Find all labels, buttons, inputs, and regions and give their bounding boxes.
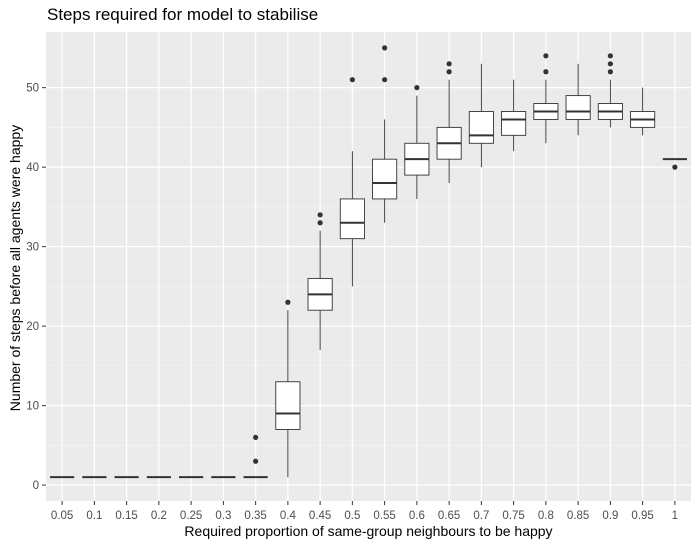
outlier-point [414, 85, 420, 91]
box [339, 198, 365, 240]
outlier-point [349, 77, 355, 83]
outlier-point [317, 220, 323, 226]
y-tick-label: 0 [33, 480, 39, 492]
outlier-point [543, 69, 549, 75]
x-tick-label: 0.95 [631, 510, 653, 522]
y-tick-label: 50 [26, 83, 39, 95]
outlier-point [446, 61, 452, 67]
x-tick-label: 0.55 [373, 510, 395, 522]
x-tick-label: 0.4 [280, 510, 297, 522]
x-tick-label: 0.2 [151, 510, 167, 522]
y-tick-label: 30 [26, 242, 39, 254]
x-tick-label: 0.6 [409, 510, 425, 522]
plot-panel [46, 32, 691, 501]
outlier-point [317, 212, 323, 218]
x-tick-label: 0.45 [309, 510, 331, 522]
x-tick-label: 0.7 [473, 510, 489, 522]
outlier-point [672, 164, 678, 170]
outlier-point [285, 299, 291, 305]
x-tick-label: 0.5 [344, 510, 360, 522]
x-tick-label: 0.65 [438, 510, 460, 522]
box [501, 111, 527, 136]
x-tick-label: 0.1 [86, 510, 102, 522]
x-tick-label: 0.85 [567, 510, 589, 522]
outlier-point [446, 69, 452, 75]
x-tick-label: 0.15 [115, 510, 137, 522]
x-tick-label: 0.8 [538, 510, 554, 522]
x-tick-label: 0.05 [51, 510, 73, 522]
x-tick-label: 0.35 [244, 510, 266, 522]
box [372, 158, 398, 200]
box [468, 111, 494, 144]
outlier-point [607, 69, 613, 75]
x-axis-title: Required proportion of same-group neighb… [184, 523, 553, 539]
x-tick-label: 1 [672, 510, 678, 522]
outlier-point [382, 77, 388, 83]
y-tick-label: 40 [26, 162, 39, 174]
outlier-point [253, 458, 259, 464]
box [275, 381, 301, 430]
box [565, 95, 591, 120]
outlier-point [607, 53, 613, 59]
y-tick-label: 10 [26, 401, 39, 413]
outlier-point [382, 45, 388, 51]
x-tick-label: 0.9 [602, 510, 618, 522]
outlier-point [607, 61, 613, 67]
outlier-point [253, 434, 259, 441]
x-tick-label: 0.25 [180, 510, 202, 522]
y-tick-label: 20 [26, 321, 39, 333]
x-tick-label: 0.75 [502, 510, 524, 522]
outlier-point [543, 53, 549, 59]
x-tick-label: 0.3 [215, 510, 231, 522]
chart-title: Steps required for model to stabilise [47, 5, 319, 24]
